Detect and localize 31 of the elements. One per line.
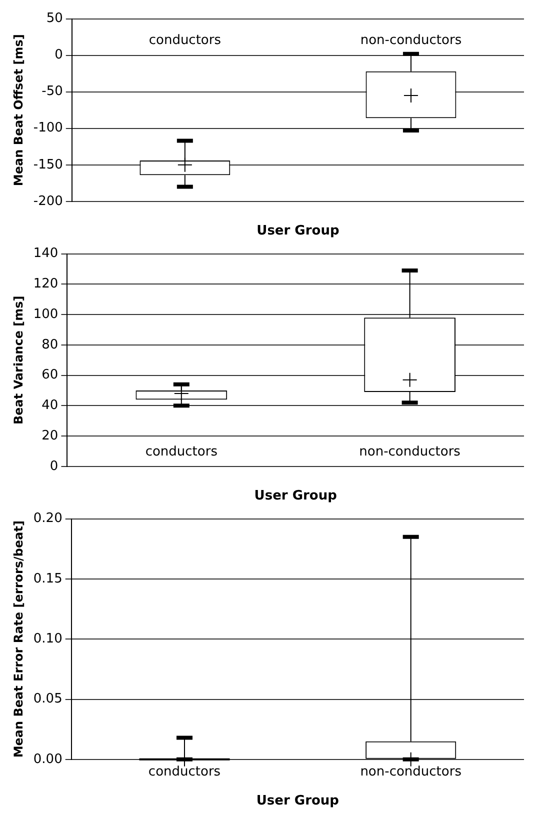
y-tick-label: -200 bbox=[33, 194, 63, 209]
y-tick-label: 0.00 bbox=[33, 752, 62, 767]
y-tick-label: 40 bbox=[42, 398, 58, 414]
y-tick-label: -50 bbox=[42, 84, 63, 100]
y-tick-label: 120 bbox=[33, 276, 58, 292]
x-axis-title: User Group bbox=[256, 224, 340, 239]
y-axis-title: Mean Beat Offset [ms] bbox=[11, 34, 26, 186]
x-tick-label: conductors bbox=[148, 33, 222, 48]
y-tick-label: 0.20 bbox=[33, 511, 62, 526]
y-tick-label: 50 bbox=[46, 11, 63, 26]
x-axis-title: User Group bbox=[256, 794, 339, 809]
y-tick-label: 0.15 bbox=[33, 571, 62, 586]
x-tick-label: conductors bbox=[148, 764, 221, 780]
x-tick-label: non-conductors bbox=[359, 444, 461, 460]
y-tick-label: 80 bbox=[42, 337, 58, 352]
y-tick-label: 0 bbox=[54, 48, 63, 63]
x-axis-title: User Group bbox=[254, 488, 337, 504]
y-tick-label: -100 bbox=[33, 120, 63, 136]
y-tick-label: 0 bbox=[50, 458, 58, 474]
y-tick-label: 20 bbox=[42, 428, 58, 444]
y-axis-title: Mean Beat Error Rate [errors/beat] bbox=[11, 520, 26, 758]
x-tick-label: non-conductors bbox=[360, 764, 462, 780]
y-tick-label: 100 bbox=[33, 306, 58, 322]
y-tick-label: -150 bbox=[33, 157, 63, 172]
y-tick-label: 60 bbox=[42, 368, 58, 383]
y-tick-label: 0.05 bbox=[33, 692, 62, 707]
y-tick-label: 140 bbox=[33, 246, 58, 262]
x-tick-label: non-conductors bbox=[360, 33, 462, 48]
y-axis-title: Beat Variance [ms] bbox=[11, 296, 26, 424]
x-tick-label: conductors bbox=[145, 444, 218, 460]
y-tick-label: 0.10 bbox=[33, 631, 62, 646]
